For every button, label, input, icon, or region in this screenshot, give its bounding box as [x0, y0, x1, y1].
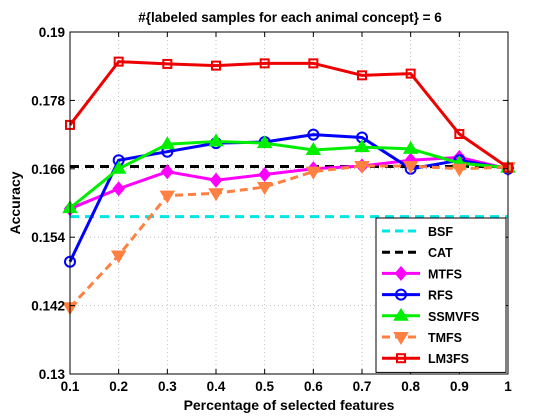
- legend-marker-ssmvfs: [393, 307, 409, 321]
- chart-title: #{labeled samples for each animal concep…: [138, 10, 442, 25]
- legend-label-ssmvfs: SSMVFS: [428, 310, 479, 324]
- data-point-mtfs: [209, 172, 223, 188]
- x-tick-label: 0.7: [353, 379, 372, 394]
- data-point-ssmvfs: [110, 160, 127, 174]
- series-line-lm3fs: [68, 60, 509, 169]
- data-point-lm3fs: [454, 129, 465, 140]
- data-point-ssmvfs: [305, 142, 322, 155]
- data-point-ssmvfs: [208, 133, 224, 147]
- x-tick-label: 0.3: [158, 379, 177, 394]
- series-line-mtfs: [69, 155, 509, 211]
- data-point-tmfs: [208, 188, 224, 202]
- x-tick-label: 0.9: [450, 379, 469, 394]
- reference-lines: [70, 165, 508, 219]
- x-tick-label: 0.1: [61, 379, 80, 394]
- x-tick-label: 1: [504, 379, 512, 394]
- series-layer: [62, 56, 516, 316]
- series-lm3fs: [65, 56, 513, 173]
- legend-label-tmfs: TMFS: [428, 331, 462, 345]
- y-tick-label: 0.19: [39, 25, 65, 40]
- data-point-tmfs: [451, 163, 468, 177]
- data-point-lm3fs: [357, 70, 367, 81]
- series-ssmvfs: [62, 133, 516, 214]
- x-tick-label: 0.6: [304, 379, 323, 394]
- y-tick-label: 0.166: [31, 162, 65, 177]
- y-axis-label: Accuracy: [7, 171, 23, 234]
- legend-label-cat: CAT: [428, 246, 453, 260]
- data-point-ssmvfs: [354, 139, 370, 153]
- x-tick-label: 0.5: [255, 379, 274, 394]
- y-tick-label: 0.154: [31, 230, 65, 245]
- legend-label-rfs: RFS: [428, 289, 453, 303]
- plot-frame: [69, 31, 509, 375]
- legend-marker-tmfs: [393, 332, 409, 345]
- legend-marker-rfs: [395, 288, 407, 301]
- data-point-ssmvfs: [159, 136, 176, 150]
- data-point-tmfs: [402, 160, 419, 174]
- data-point-lm3fs: [308, 58, 319, 69]
- data-point-lm3fs: [162, 58, 173, 69]
- legend-label-bsf: BSF: [428, 225, 453, 239]
- data-point-ssmvfs: [402, 140, 419, 154]
- data-point-ssmvfs: [256, 135, 273, 149]
- data-point-tmfs: [110, 250, 127, 264]
- legend-label-mtfs: MTFS: [428, 267, 462, 281]
- data-point-tmfs: [159, 190, 176, 204]
- axis-ticks: 0.1 0.2 0.3 0.4 0.5 0.6 0.7 0.8 0.9 1 0.13 0.142 0.1…: [31, 25, 512, 394]
- legend-marker-mtfs: [394, 265, 408, 281]
- y-tick-label: 0.142: [31, 299, 65, 314]
- data-point-tmfs: [256, 182, 273, 195]
- data-point-mtfs: [112, 181, 125, 197]
- x-tick-label: 0.4: [207, 379, 226, 394]
- data-point-tmfs: [354, 160, 370, 174]
- data-point-lm3fs: [211, 60, 221, 71]
- x-axis-label: Percentage of selected features: [184, 397, 395, 413]
- series-line-ssmvfs: [69, 139, 509, 210]
- legend-label-lm3fs: LM3FS: [428, 352, 469, 366]
- legend-marker-lm3fs: [396, 353, 406, 364]
- legend: BSF CAT MTFS RFS SSMVFS TMFS LM3FS: [375, 217, 507, 373]
- series-line-tmfs: [68, 164, 509, 309]
- x-tick-label: 0.2: [109, 379, 128, 394]
- data-point-rfs: [307, 128, 320, 141]
- x-tick-label: 0.8: [401, 379, 420, 394]
- data-point-tmfs: [305, 166, 322, 180]
- data-point-lm3fs: [405, 68, 416, 79]
- y-tick-label: 0.13: [39, 367, 66, 382]
- data-point-lm3fs: [113, 56, 124, 67]
- y-tick-label: 0.178: [31, 93, 65, 108]
- data-point-mtfs: [161, 164, 174, 180]
- data-point-mtfs: [258, 166, 271, 183]
- data-point-lm3fs: [259, 58, 270, 69]
